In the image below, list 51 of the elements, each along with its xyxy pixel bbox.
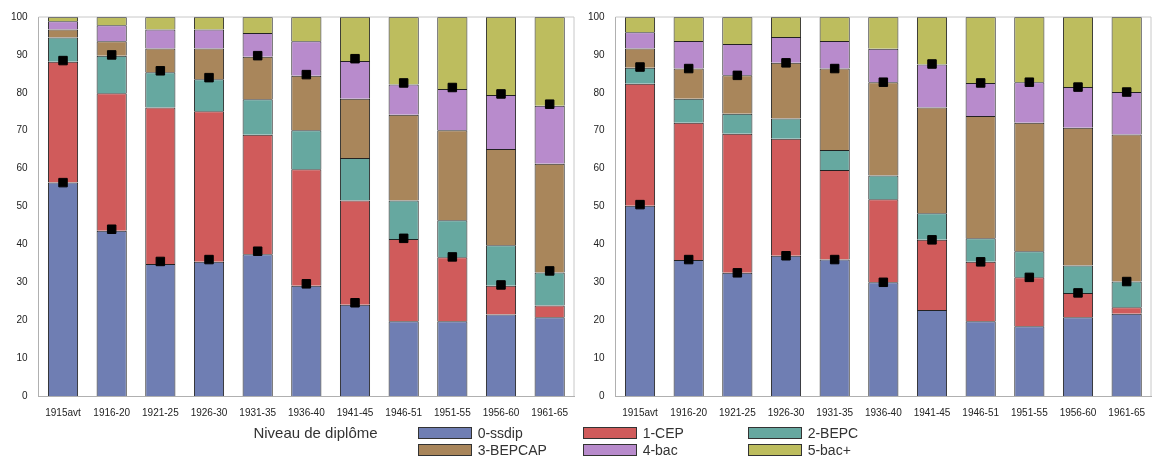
y-tick-label: 0 xyxy=(22,389,29,401)
y-tick-label: 80 xyxy=(593,86,606,98)
x-tick-label: 1931-35 xyxy=(816,406,854,418)
y-tick-label: 20 xyxy=(593,313,606,325)
x-tick-label: 1961-65 xyxy=(531,406,569,418)
legend-label: 4-bac xyxy=(642,441,678,458)
x-tick-label: 1941-45 xyxy=(336,406,374,418)
x-tick-label: 1956-60 xyxy=(1059,406,1097,418)
y-tick-label: 50 xyxy=(16,200,29,212)
x-tick-label: 1926-30 xyxy=(767,406,805,418)
y-tick-label: 100 xyxy=(588,10,606,22)
x-tick-label: 1961-65 xyxy=(1108,406,1146,418)
x-tick-label: 1931-35 xyxy=(239,406,277,418)
x-tick-label: 1916-20 xyxy=(93,406,131,418)
legend-label: 5-bac+ xyxy=(807,441,851,458)
y-tick-label: 70 xyxy=(593,124,606,136)
y-tick-label: 10 xyxy=(593,351,606,363)
y-tick-label: 40 xyxy=(593,238,606,250)
y-tick-label: 50 xyxy=(593,200,606,212)
y-tick-label: 30 xyxy=(16,276,29,288)
legend-label: 0-ssdip xyxy=(477,424,523,441)
legend-title: Niveau de diplôme xyxy=(253,424,378,441)
x-tick-label: 1936-40 xyxy=(864,406,903,418)
x-tick-label: 1926-30 xyxy=(190,406,228,418)
x-tick-label: 1946-51 xyxy=(962,406,1000,418)
y-tick-label: 10 xyxy=(16,351,29,363)
x-tick-label: 1915avt xyxy=(622,406,659,418)
x-tick-label: 1951-55 xyxy=(433,406,472,418)
y-tick-label: 0 xyxy=(599,389,606,401)
x-tick-label: 1921-25 xyxy=(719,406,757,418)
y-tick-label: 70 xyxy=(16,124,29,136)
y-tick-label: 90 xyxy=(16,48,29,60)
y-tick-label: 20 xyxy=(16,313,29,325)
legend-label: 2-BEPC xyxy=(807,424,859,441)
x-tick-label: 1951-55 xyxy=(1010,406,1049,418)
y-tick-label: 60 xyxy=(593,162,606,174)
legend-label: 3-BEPCAP xyxy=(477,441,547,458)
x-tick-label: 1941-45 xyxy=(913,406,951,418)
y-tick-label: 60 xyxy=(16,162,29,174)
x-tick-label: 1916-20 xyxy=(670,406,708,418)
x-tick-label: 1946-51 xyxy=(385,406,423,418)
x-tick-label: 1936-40 xyxy=(287,406,326,418)
y-tick-label: 30 xyxy=(593,276,606,288)
legend-label: 1-CEP xyxy=(642,424,684,441)
y-tick-label: 80 xyxy=(16,86,29,98)
x-tick-label: 1921-25 xyxy=(142,406,180,418)
y-tick-label: 90 xyxy=(593,48,606,60)
y-tick-label: 100 xyxy=(11,10,29,22)
y-tick-label: 40 xyxy=(16,238,29,250)
x-tick-label: 1915avt xyxy=(45,406,82,418)
x-tick-label: 1956-60 xyxy=(482,406,520,418)
